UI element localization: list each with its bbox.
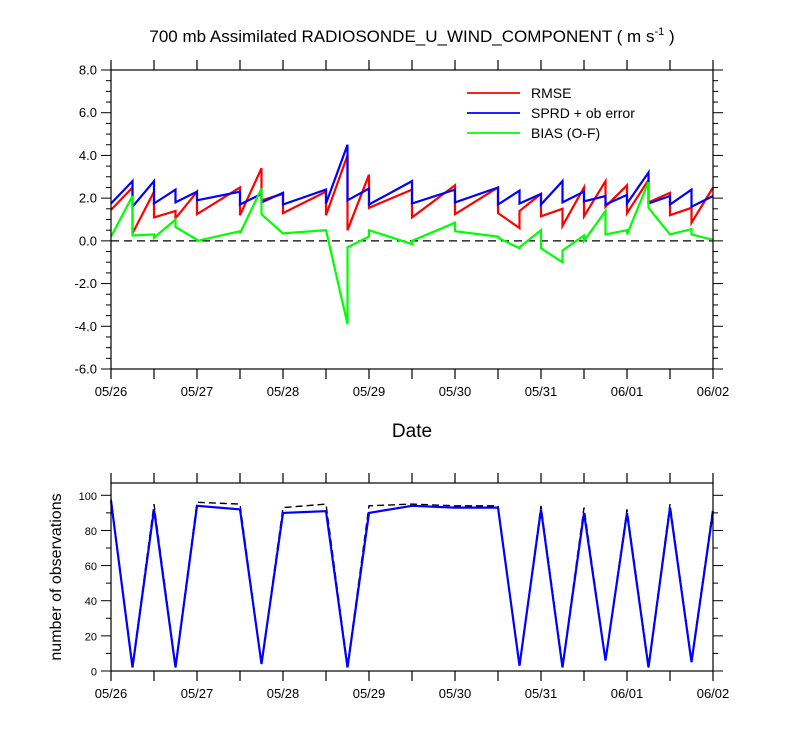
y-tick-label: -6.0	[75, 362, 97, 377]
y-tick-label: 4.0	[79, 148, 97, 163]
x-tick-label: 05/30	[439, 686, 472, 701]
observations-used-line	[109, 500, 715, 668]
x-tick-label: 05/27	[181, 384, 214, 399]
series-line-sprd-ob-error	[110, 144, 714, 210]
y-tick-label: 100	[79, 491, 97, 503]
x-tick-label: 05/30	[439, 384, 472, 399]
y-tick-label: 2.0	[79, 191, 97, 206]
y-tick-label: 40	[85, 596, 97, 608]
bottom-series-lines	[109, 498, 715, 668]
top-axes: 05/26 05/27 05/28 05/29 05/30 05/31 06/01 06/02…	[75, 60, 730, 399]
x-tick-label: 05/29	[353, 384, 386, 399]
y-tick-label: 0.0	[79, 233, 97, 248]
y-tick-label: 80	[85, 526, 97, 538]
bottom-axes: 05/26 05/27 05/28 05/29 05/30 05/31 06/01 06/02…	[79, 473, 730, 701]
x-tick-label: 05/31	[525, 384, 558, 399]
x-tick-label: 06/01	[611, 384, 644, 399]
chart-title-end: )	[664, 27, 674, 46]
y-tick-label: 60	[85, 561, 97, 573]
bottom-panel: 05/26 05/27 05/28 05/29 05/30 05/31 06/01 06/02…	[48, 473, 729, 701]
legend: RMSE SPRD + ob error BIAS (O-F)	[467, 85, 635, 141]
x-tick-label: 05/27	[181, 686, 214, 701]
x-tick-label: 05/28	[267, 686, 300, 701]
x-tick-label: 06/02	[697, 686, 730, 701]
legend-label: RMSE	[531, 85, 571, 101]
y-tick-label: -4.0	[75, 319, 97, 334]
x-tick-label: 05/26	[95, 686, 128, 701]
x-axis-label: Date	[392, 421, 432, 442]
chart-title-main: 700 mb Assimilated RADIOSONDE_U_WIND_COM…	[149, 27, 654, 46]
top-panel: 700 mb Assimilated RADIOSONDE_U_WIND_COM…	[75, 26, 730, 442]
x-tick-label: 05/26	[95, 384, 128, 399]
legend-label: SPRD + ob error	[531, 105, 635, 121]
y-tick-label: 6.0	[79, 105, 97, 120]
x-tick-label: 06/01	[611, 686, 644, 701]
legend-label: BIAS (O-F)	[531, 125, 600, 141]
plot-frame	[110, 482, 714, 672]
observations-total-dashed-line	[110, 498, 714, 666]
x-tick-label: 06/02	[697, 384, 730, 399]
y-tick-label: 8.0	[79, 63, 97, 78]
top-series-lines	[110, 144, 714, 325]
x-tick-label: 05/28	[267, 384, 300, 399]
series-line-bias-o-f-	[110, 181, 714, 325]
y-tick-label: 0	[91, 667, 97, 679]
y-tick-label: -2.0	[75, 276, 97, 291]
x-tick-label: 05/31	[525, 686, 558, 701]
x-tick-label: 05/29	[353, 686, 386, 701]
y-axis-label: number of observations	[48, 493, 65, 660]
chart-title-superscript: -1	[654, 26, 664, 38]
chart-title: 700 mb Assimilated RADIOSONDE_U_WIND_COM…	[149, 26, 674, 46]
y-tick-label: 20	[85, 631, 97, 643]
